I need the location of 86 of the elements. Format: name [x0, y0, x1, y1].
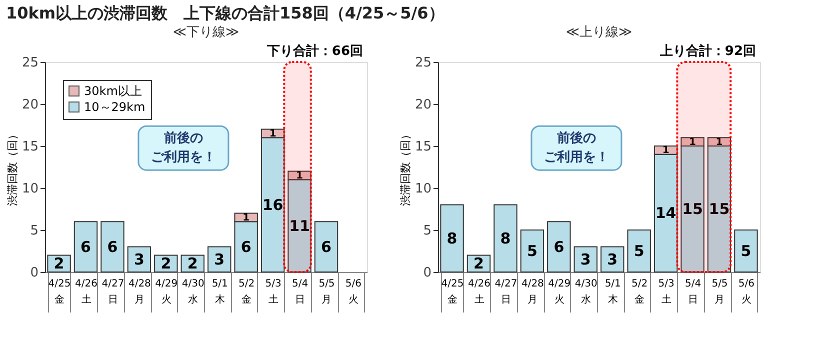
x-tick-label: 4/29 火 — [155, 278, 178, 306]
bar — [734, 230, 758, 272]
x-tick-label: 5/5 月 — [318, 278, 335, 306]
annotation: ご利用を！ — [544, 149, 609, 166]
data-label: 1 — [689, 136, 696, 148]
text: 上り合計：92回 — [658, 43, 756, 59]
x-tick-label: 5/2 金 — [632, 278, 648, 306]
y-tick-label: 5 — [30, 224, 38, 238]
text: 10km以上の渋滞回数 上下線の合計158回（4/25～5/6） — [6, 4, 444, 22]
x-tick-label: 5/4 日 — [684, 278, 702, 306]
data-label: 1 — [242, 212, 250, 224]
data-label: 6 — [554, 238, 564, 256]
x-tick-label: 4/26 土 — [468, 278, 490, 306]
data-label: 8 — [500, 229, 511, 248]
bar — [74, 221, 98, 272]
x-tick-label: 5/6 火 — [738, 278, 755, 306]
data-label: 1 — [269, 128, 276, 140]
y-tick-label: 5 — [423, 224, 432, 238]
annotation: ご利用を！ — [150, 149, 216, 166]
data-label: 1 — [716, 136, 723, 148]
y-axis-title: 渋滞回数（回） — [398, 129, 412, 206]
x-tick-label: 5/5 月 — [712, 278, 728, 306]
data-label: 2 — [474, 254, 484, 273]
y-tick-label: 10 — [22, 182, 38, 196]
data-label: 1 — [662, 145, 670, 156]
x-tick-label: 4/25 金 — [441, 278, 464, 306]
x-tick-label: 5/2 金 — [238, 278, 255, 306]
data-label: 3 — [580, 250, 591, 268]
bar — [627, 230, 651, 272]
text: 下り合計：66回 — [266, 43, 363, 59]
data-label: 3 — [214, 250, 225, 268]
y-tick-label: 25 — [414, 56, 432, 70]
data-label: 5 — [740, 242, 752, 260]
y-tick-label: 10 — [414, 182, 432, 196]
data-label: 6 — [321, 238, 332, 256]
y-tick-label: 15 — [22, 140, 38, 154]
data-label: 5 — [634, 242, 644, 260]
data-label: 15 — [682, 200, 703, 218]
y-tick-label: 20 — [22, 98, 38, 112]
x-tick-label: 5/6 火 — [345, 278, 362, 306]
data-label: 2 — [160, 254, 172, 273]
data-label: 1 — [296, 170, 304, 182]
y-tick-label: 15 — [414, 140, 432, 154]
bar — [547, 221, 571, 272]
data-label: 15 — [708, 200, 730, 218]
data-label: 14 — [655, 204, 676, 222]
annotation: 前後の — [162, 130, 203, 146]
data-label: 11 — [289, 216, 310, 235]
x-tick-label: 4/30 水 — [182, 278, 204, 306]
data-label: 3 — [607, 250, 618, 268]
x-tick-label: 5/1 木 — [212, 278, 228, 306]
bar — [520, 230, 544, 272]
legend-label: 10～29km — [84, 100, 146, 114]
y-tick-label: 20 — [414, 98, 432, 112]
data-label: 16 — [262, 196, 284, 214]
bar — [100, 221, 124, 272]
data-label: 2 — [187, 254, 198, 273]
x-tick-label: 5/3 土 — [265, 278, 282, 306]
x-tick-label: 4/28 月 — [128, 278, 151, 306]
data-label: 6 — [240, 238, 252, 256]
legend-label: 30km以上 — [84, 84, 142, 98]
y-axis-title: 渋滞回数（回） — [6, 129, 19, 206]
annotation: 前後の — [556, 130, 596, 146]
x-tick-label: 4/28 月 — [521, 278, 544, 306]
bar — [494, 204, 518, 272]
data-label: 5 — [526, 242, 538, 260]
x-tick-label: 5/3 土 — [658, 278, 674, 306]
bar — [314, 221, 338, 272]
data-label: 2 — [54, 254, 64, 273]
data-label: 8 — [446, 229, 458, 248]
x-tick-label: 5/1 木 — [604, 278, 621, 306]
x-tick-label: 4/26 土 — [75, 278, 98, 306]
x-tick-label: 4/27 日 — [102, 278, 124, 306]
x-tick-label: 4/29 火 — [548, 278, 571, 306]
data-label: 6 — [80, 238, 91, 256]
chart-title: ≪上り線≫ — [566, 25, 632, 40]
x-tick-label: 4/27 日 — [494, 278, 518, 306]
chart-title: ≪下り線≫ — [172, 25, 240, 40]
data-label: 6 — [107, 238, 118, 256]
x-tick-label: 4/30 水 — [574, 278, 598, 306]
y-tick-label: 0 — [423, 266, 432, 280]
data-label: 3 — [134, 250, 144, 268]
y-tick-label: 25 — [22, 56, 38, 70]
y-tick-label: 0 — [30, 266, 38, 280]
x-tick-label: 4/25 金 — [48, 278, 71, 306]
x-tick-label: 5/4 日 — [292, 278, 308, 306]
